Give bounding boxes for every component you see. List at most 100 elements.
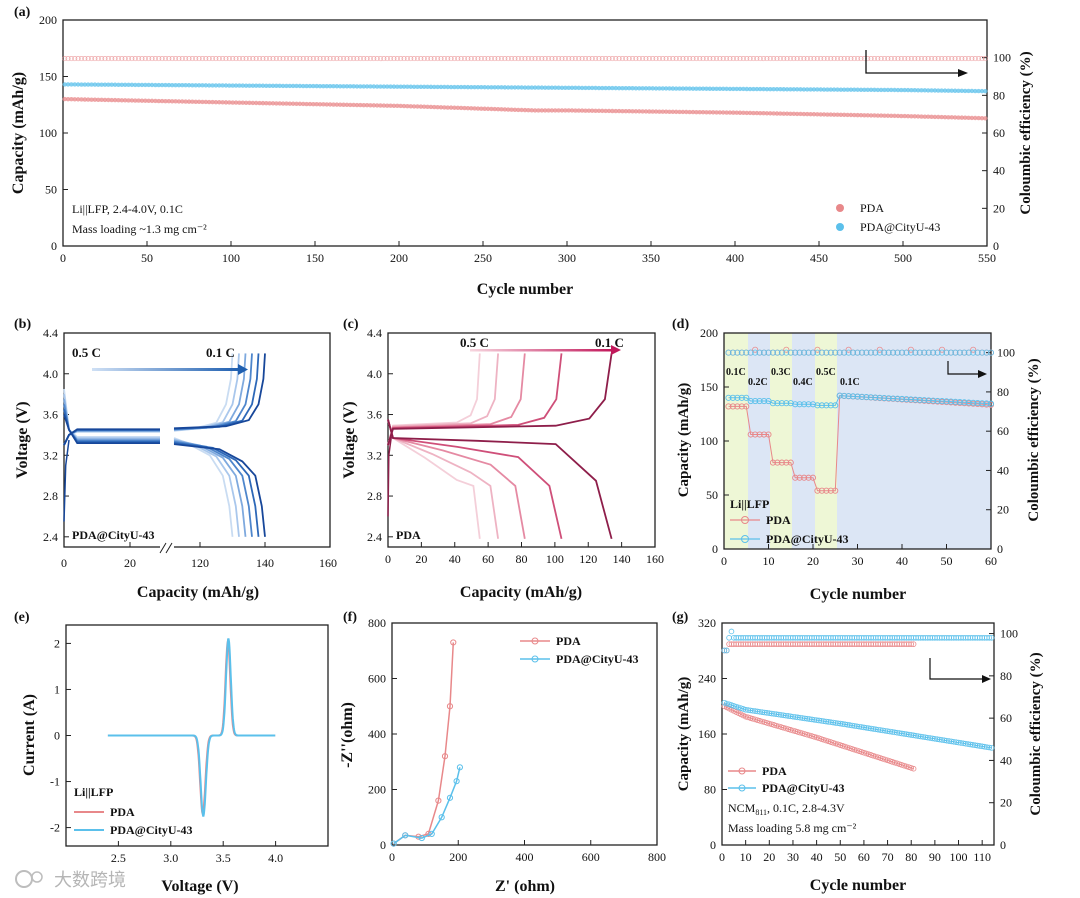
panel-a-pda-capacity-point	[610, 108, 615, 114]
panel-b-xlabel: Capacity (mAh/g)	[137, 584, 259, 601]
panel-a-pda-efficiency-point	[606, 56, 612, 62]
panel-b-label: (b)	[14, 317, 31, 332]
panel-a-cityu-capacity-point	[768, 86, 773, 92]
panel-d-cityu-efficiency-point	[725, 349, 732, 356]
panel-a-pda-efficiency-point	[119, 56, 125, 62]
panel-a-cityu-capacity-point	[186, 83, 192, 88]
panel-a-cityu-capacity-point	[536, 85, 541, 90]
panel-a-pda-capacity-point	[858, 113, 864, 118]
panel-a-cityu-capacity-point	[606, 85, 612, 91]
panel-a-pda-efficiency-point	[535, 56, 541, 62]
panel-a-pda-efficiency-point	[216, 56, 222, 62]
panel-d-cityu-capacity-point	[863, 394, 870, 401]
panel-a-cityu-capacity-point	[852, 87, 857, 92]
panel-d-cityu-efficiency-point	[921, 349, 928, 356]
panel-b-discharge-curve	[63, 399, 160, 441]
panel-a-cityu-capacity-point	[761, 86, 766, 92]
panel-d-pda-efficiency-point	[939, 346, 946, 353]
panel-a-pda-efficiency-point	[146, 56, 152, 62]
panel-a-cityu-capacity-point	[364, 84, 370, 89]
panel-a-pda-capacity-point	[311, 101, 316, 107]
panel-a-pda-efficiency-point	[475, 56, 481, 62]
panel-g-ylabel: Capacity (mAh/g)	[676, 677, 692, 792]
panel-a-pda-capacity-point	[327, 102, 333, 107]
panel-a-cityu-capacity-point	[257, 83, 262, 88]
panel-a-pda-capacity-point	[358, 102, 363, 108]
panel-d-xtick-label: 50	[941, 554, 953, 568]
panel-a-pda-capacity-point	[119, 98, 125, 103]
panel-a-cityu-capacity-point	[818, 87, 823, 92]
panel-a-pda-capacity-point	[781, 111, 786, 116]
panel-a-pda-efficiency-point	[908, 56, 914, 62]
panel-a-cityu-capacity-point	[831, 87, 837, 92]
panel-b-initial-curve	[63, 439, 70, 522]
panel-a-cityu-capacity-point	[321, 83, 326, 89]
panel-a-pda-capacity-point	[895, 113, 901, 119]
panel-a-pda-capacity-point	[79, 97, 84, 102]
panel-c-discharge-curve	[387, 419, 613, 540]
panel-a-pda-efficiency-point	[794, 56, 800, 62]
panel-a-pda-efficiency-point	[99, 56, 105, 62]
panel-d-pda-capacity-point	[752, 431, 759, 438]
panel-a-pda-efficiency-point	[183, 56, 189, 62]
panel-a-cityu-capacity-point	[86, 82, 91, 87]
panel-a-cityu-capacity-point	[519, 85, 524, 90]
panel-a-cityu-capacity-point	[956, 88, 961, 94]
panel-a-pda-efficiency-point	[784, 56, 790, 62]
panel-d-cityu-efficiency-point	[876, 349, 883, 356]
panel-a-pda-efficiency-point	[828, 56, 834, 62]
panel-a-pda-capacity-point	[697, 109, 702, 115]
panel-a-pda-efficiency-point	[314, 56, 320, 62]
panel-d-cityu-capacity-point	[836, 392, 843, 399]
panel-a-cityu-capacity-point	[432, 84, 437, 90]
panel-a-pda-capacity-point	[623, 108, 628, 114]
panel-a-pda-capacity-point	[243, 100, 249, 105]
panel-a-pda-capacity-point	[553, 108, 558, 113]
panel-a-cityu-capacity-point	[92, 82, 98, 87]
panel-a-pda-capacity-point	[324, 102, 329, 107]
panel-a-cityu-capacity-point	[872, 87, 877, 93]
panel-b-sample-label: PDA@CityU-43	[72, 528, 154, 542]
panel-g-pda-efficiency-point	[910, 641, 917, 647]
panel-a-pda-capacity-point	[929, 114, 934, 120]
panel-a-pda-efficiency-point	[915, 56, 921, 62]
panel-c-xtick-label: 120	[579, 552, 597, 566]
panel-a-xtick-label: 50	[141, 251, 153, 265]
panel-a-cityu-capacity-point	[435, 84, 440, 90]
panel-a-pda-efficiency-point	[458, 56, 464, 62]
panel-a-cityu-capacity-point	[422, 84, 427, 90]
panel-f-label: (f)	[343, 610, 357, 625]
panel-a-cityu-capacity-point	[361, 84, 366, 89]
panel-a-pda-efficiency-point	[465, 56, 471, 62]
panel-a-pda-capacity-point	[805, 111, 810, 117]
panel-a-pda-efficiency-point	[189, 56, 195, 62]
panel-a-pda-efficiency-point	[384, 56, 390, 62]
panel-a-pda-efficiency-point	[754, 56, 760, 62]
panel-a-pda-capacity-point	[539, 108, 544, 113]
panel-d-cityu-capacity-point	[854, 393, 861, 400]
panel-e-legend-cityu: PDA@CityU-43	[110, 823, 192, 837]
panel-a-pda-efficiency-point	[646, 56, 652, 62]
panel-a-pda-efficiency-point	[347, 56, 353, 62]
panel-a-pda-efficiency-point	[945, 56, 951, 62]
panel-a-pda-capacity-point	[512, 107, 518, 112]
panel-d-rate-3: 0.4C	[793, 377, 813, 388]
panel-a-cityu-capacity-point	[297, 83, 303, 89]
panel-a-ytick-label: 150	[39, 70, 57, 84]
panel-c-xtick-label: 100	[546, 552, 564, 566]
panel-a-pda-efficiency-point	[767, 56, 773, 62]
panel-a-pda-efficiency-point	[791, 56, 797, 62]
panel-c-ytick-label: 4.4	[367, 326, 382, 340]
panel-a-cityu-capacity-point	[270, 83, 276, 89]
panel-a-pda-capacity-point	[112, 97, 118, 103]
panel-b-ytick-label: 2.4	[43, 530, 58, 544]
panel-f-ytick-label: 200	[368, 783, 386, 797]
panel-a-cityu-capacity-point	[845, 87, 850, 92]
panel-g-y2tick-label: 0	[1000, 838, 1006, 852]
panel-a-pda-capacity-point	[213, 99, 219, 105]
panel-c: (c) 0 20 40 60 80 100 120 140 160 2.4 2.8 3.2 3.6 4.0…	[341, 317, 664, 601]
panel-a-pda-efficiency-point	[670, 56, 676, 62]
panel-a-cityu-capacity-point	[294, 83, 299, 89]
panel-a-cityu-capacity-point	[146, 82, 151, 88]
panel-a-pda-capacity-point	[626, 109, 632, 114]
